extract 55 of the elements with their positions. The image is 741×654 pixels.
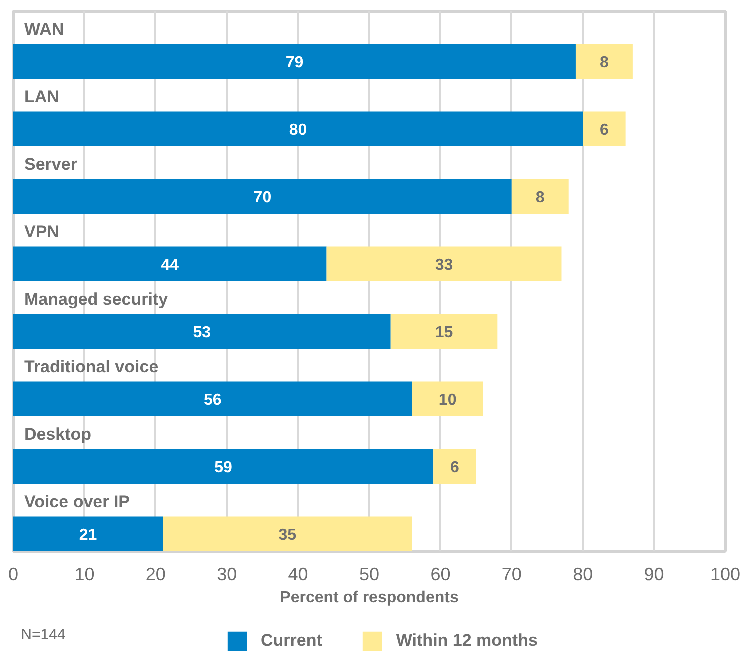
data-label: 53 — [193, 324, 212, 342]
legend-label: Current — [261, 631, 322, 651]
bar — [163, 516, 412, 552]
y-tick-label: WAN — [24, 20, 64, 40]
bar — [14, 112, 584, 146]
bar — [14, 516, 164, 552]
data-label: 59 — [214, 460, 233, 477]
data-label: 35 — [278, 527, 297, 544]
data-label: 8 — [536, 190, 545, 207]
bar — [14, 449, 434, 484]
bar — [14, 44, 576, 79]
x-tick-label: 10 — [74, 564, 95, 584]
bar — [512, 179, 569, 214]
x-tick-label: 90 — [644, 564, 664, 584]
bar — [14, 246, 327, 282]
data-label: 21 — [79, 527, 98, 544]
x-tick-label: 70 — [502, 564, 522, 584]
x-tick-label: 40 — [288, 564, 308, 584]
bar — [576, 44, 633, 79]
x-tick-label: 0 — [8, 564, 19, 584]
x-tick-label: 20 — [146, 564, 166, 584]
data-label: 10 — [438, 392, 457, 410]
bar — [583, 112, 626, 146]
x-tick-label: 50 — [359, 564, 380, 584]
data-label: 6 — [600, 122, 610, 140]
y-tick-label: Voice over IP — [24, 492, 130, 512]
data-label: 56 — [204, 392, 222, 410]
data-label: 15 — [435, 324, 454, 342]
bar — [14, 179, 512, 214]
text: N=144 — [21, 626, 66, 644]
data-label: 6 — [450, 460, 460, 477]
data-label: 33 — [435, 257, 454, 274]
bar — [14, 382, 412, 416]
x-tick-label: 30 — [217, 564, 238, 584]
data-label: 79 — [286, 54, 304, 72]
y-tick-label: Desktop — [24, 425, 92, 444]
data-label: 8 — [600, 54, 610, 72]
bar — [326, 246, 562, 282]
x-axis-title: Percent of respondents — [280, 590, 459, 606]
x-tick-label: 60 — [430, 564, 451, 584]
x-tick-label: 100 — [710, 564, 741, 584]
bar — [434, 449, 476, 484]
data-label: 44 — [161, 257, 180, 274]
data-label: 70 — [254, 190, 272, 207]
bar — [390, 314, 498, 349]
bar — [412, 382, 484, 416]
legend-label: Within 12 months — [396, 631, 538, 651]
y-tick-label: LAN — [24, 88, 60, 107]
y-tick-label: Managed security — [24, 290, 169, 310]
bar — [14, 314, 391, 349]
data-label: 80 — [289, 122, 308, 140]
y-tick-label: VPN — [24, 222, 60, 242]
y-tick-label: Server — [24, 155, 78, 174]
y-tick-label: Traditional voice — [24, 358, 159, 377]
x-tick-label: 80 — [573, 564, 594, 584]
